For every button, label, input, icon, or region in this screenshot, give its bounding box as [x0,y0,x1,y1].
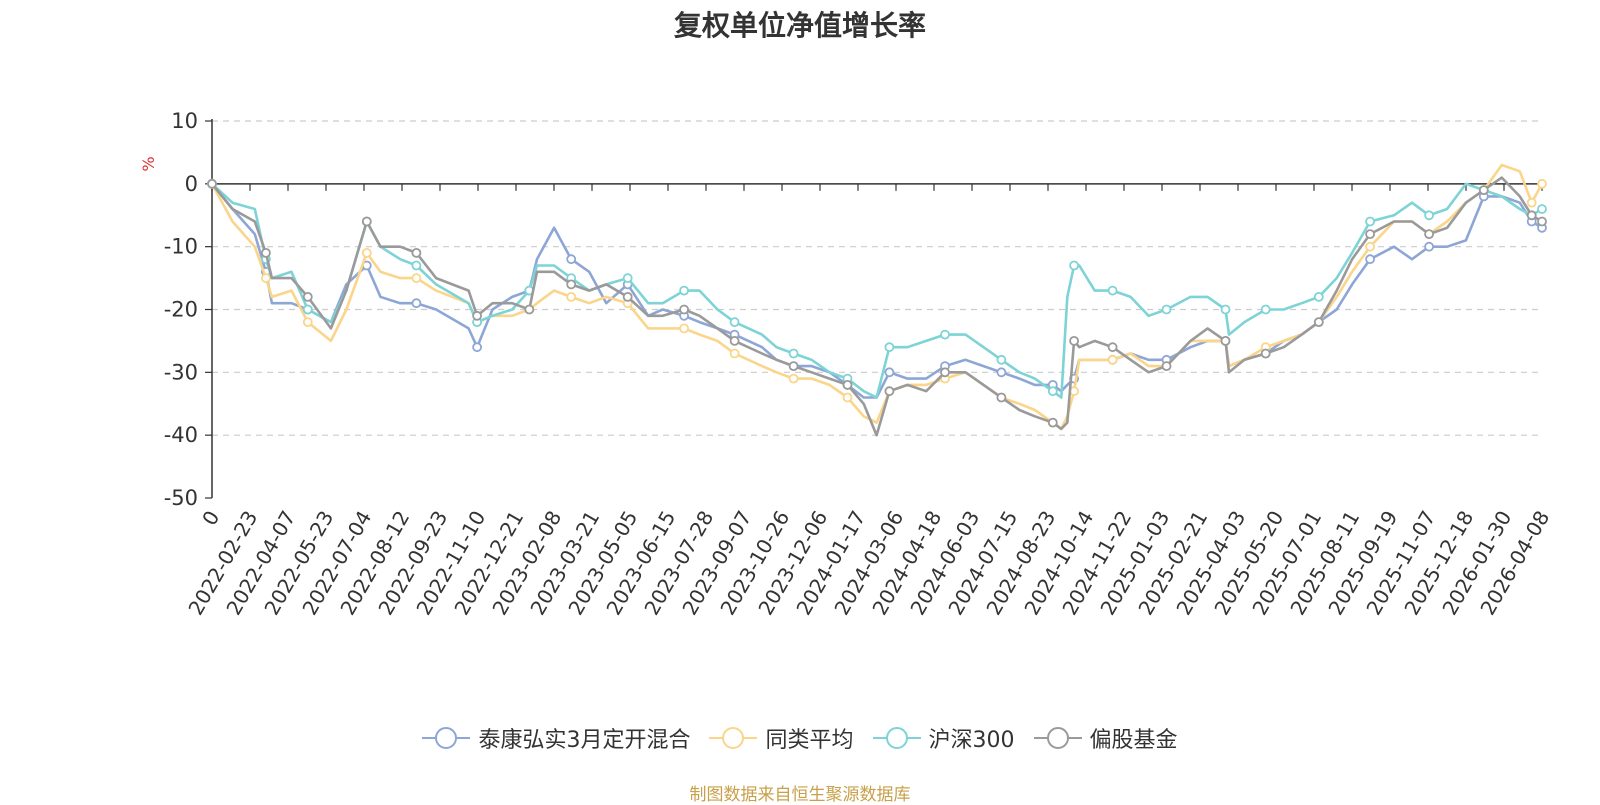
axes: 100-10-20-30-40-5002022-02-232022-04-072… [164,109,1555,619]
data-point-marker [996,354,1007,365]
legend-line-circle-icon [1033,726,1082,750]
data-point-marker [1537,204,1547,214]
data-point-marker [411,273,422,284]
data-point-marker [1069,260,1079,271]
data-point-marker [260,273,271,284]
series-line-2 [211,182,1543,399]
data-point-marker [1161,304,1172,315]
data-point-marker [1365,241,1375,252]
data-point-marker [1537,178,1547,189]
data-point-marker [1161,361,1172,372]
legend-item-series-1[interactable]: 同类平均 [709,722,854,754]
data-point-marker [1220,304,1231,315]
data-point-marker [361,247,372,258]
data-point-marker [1220,335,1231,346]
data-point-marker [1424,229,1434,240]
y-tick-label: -10 [164,235,198,259]
data-point-marker [302,317,313,328]
data-point-marker [411,260,422,271]
data-point-marker [996,392,1007,403]
data-point-marker [842,379,853,390]
series-lines [207,163,1547,437]
legend-line-circle-icon [422,726,471,750]
data-point-marker [1047,417,1058,428]
series-line-1 [210,163,1544,431]
legend-label: 偏股基金 [1089,728,1178,753]
legend-line-circle-icon [709,726,758,750]
data-point-marker [729,335,740,346]
data-point-marker [884,386,895,397]
y-tick-label: -50 [164,486,198,510]
legend-label: 泰康弘实3月定开混合 [478,728,691,753]
data-point-marker [1365,254,1375,265]
y-tick-label: -40 [164,423,198,447]
data-point-marker [302,304,313,315]
data-point-marker [1313,317,1324,328]
legend-label: 沪深300 [928,728,1015,753]
x-tick-label: 0 [197,507,224,530]
data-point-marker [524,304,535,315]
data-point-marker [788,348,799,359]
data-point-marker [411,247,422,258]
data-point-marker [361,216,372,227]
data-point-marker [1424,210,1434,221]
data-point-marker [1537,216,1547,227]
legend-line-circle-icon [872,726,921,750]
data-point-marker [940,367,950,378]
y-tick-label: -30 [164,360,198,384]
data-point-marker [1260,348,1271,359]
data-point-marker [884,342,895,353]
data-point-marker [884,367,895,378]
data-point-marker [566,291,577,302]
y-tick-label: -20 [164,298,198,322]
data-point-marker [940,329,950,340]
data-point-marker [1526,197,1537,208]
y-axis-unit-label: % [139,156,158,171]
data-point-marker [1526,210,1537,221]
data-point-marker [1069,335,1079,346]
data-point-marker [1107,285,1118,296]
legend-item-series-2[interactable]: 沪深300 [872,722,1015,754]
legend: 泰康弘实3月定开混合 同类平均 沪深300 偏股基金 [0,722,1600,756]
data-point-marker [679,304,689,315]
legend-label: 同类平均 [765,728,854,753]
data-point-marker [1313,291,1324,302]
data-point-marker [729,317,740,328]
data-point-marker [788,373,799,384]
data-point-marker [472,310,483,321]
data-point-marker [1047,386,1058,397]
y-tick-label: 0 [185,172,198,196]
data-point-marker [566,254,577,265]
data-point-marker [566,279,577,290]
legend-item-series-0[interactable]: 泰康弘实3月定开混合 [422,722,690,754]
data-point-marker [472,342,483,353]
data-point-marker [1107,354,1118,365]
source-note: 制图数据来自恒生聚源数据库 [689,785,911,805]
chart-title: 复权单位净值增长率 [673,9,926,42]
data-point-marker [207,178,217,189]
data-point-marker [1365,229,1375,240]
data-point-marker [1424,241,1434,252]
data-point-marker [1365,216,1375,227]
data-point-marker [1478,185,1489,196]
data-point-marker [679,285,689,296]
legend-item-series-3[interactable]: 偏股基金 [1033,722,1178,754]
data-point-marker [729,348,740,359]
data-point-marker [1107,342,1118,353]
data-point-marker [996,367,1007,378]
data-point-marker [622,291,633,302]
data-point-marker [1260,304,1271,315]
data-point-marker [788,361,799,372]
data-point-marker [411,298,422,309]
data-point-marker [842,392,853,403]
data-point-marker [260,247,271,258]
data-point-marker [679,323,689,334]
data-point-marker [302,291,313,302]
data-point-marker [622,273,633,284]
series-line-0 [210,182,1543,399]
y-tick-label: 10 [171,109,198,133]
